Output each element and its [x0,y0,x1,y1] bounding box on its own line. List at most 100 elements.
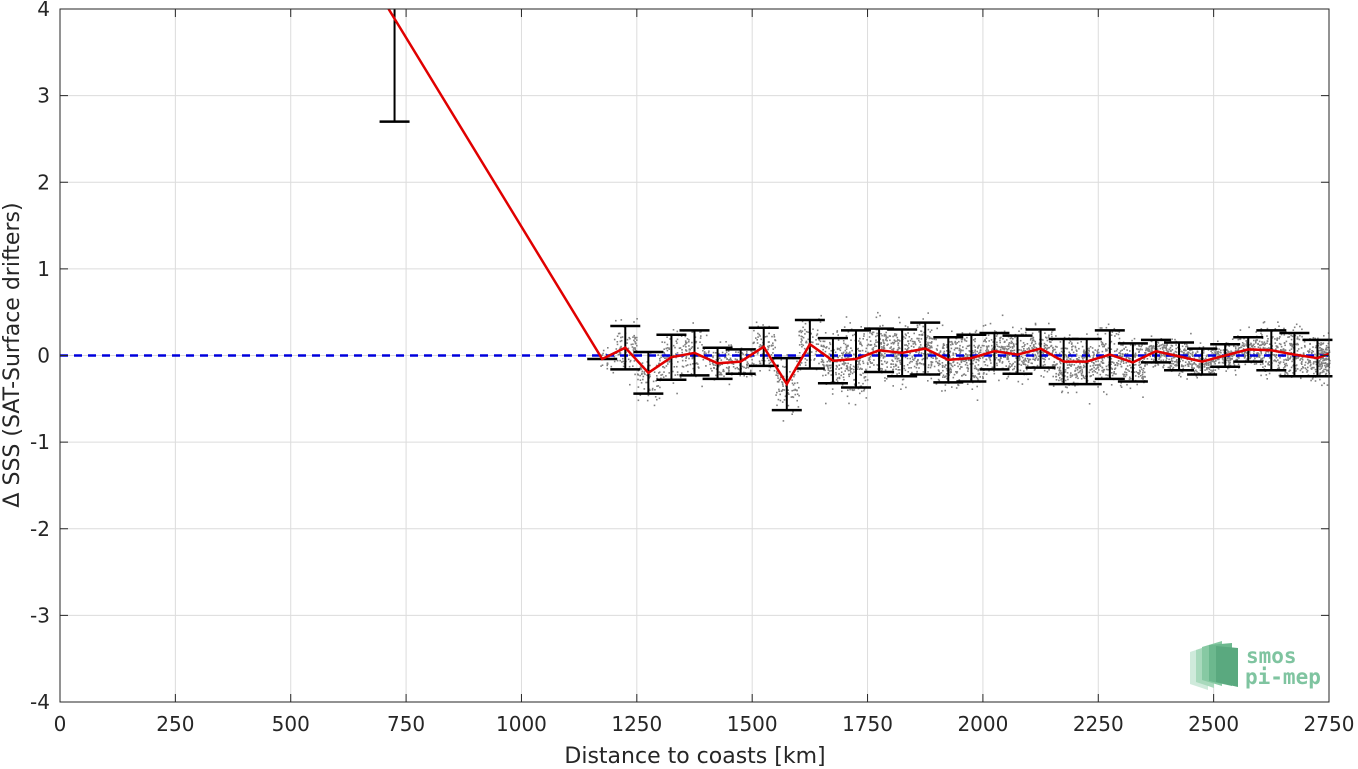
scatter-point [1061,390,1064,393]
scatter-point [842,351,845,354]
scatter-point [1290,348,1293,350]
scatter-point [972,352,975,354]
scatter-point [1087,352,1090,354]
scatter-point [875,316,878,319]
scatter-point [1231,358,1233,360]
scatter-point [956,362,959,364]
scatter-point [800,331,803,334]
scatter-point [725,366,728,369]
scatter-point [654,396,657,398]
scatter-point [1114,350,1116,353]
scatter-point [868,356,871,359]
scatter-point [1170,362,1173,365]
scatter-point [856,360,859,362]
scatter-point [768,341,770,343]
scatter-point [722,370,724,373]
scatter-point [676,342,678,344]
scatter-point [1175,351,1178,353]
scatter-point [658,372,660,374]
scatter-point [921,333,924,336]
scatter-point [805,330,808,333]
scatter-point [703,352,706,355]
scatter-point [629,383,631,386]
scatter-point [874,345,876,347]
scatter-point [728,369,730,371]
scatter-point [1135,371,1138,373]
scatter-point [964,374,967,376]
scatter-point [807,352,810,355]
scatter-point [906,357,909,360]
scatter-point [601,364,604,366]
scatter-point [960,338,963,341]
scatter-point [1205,363,1208,365]
scatter-point [1295,343,1297,345]
y-tick-label: -3 [30,603,50,627]
scatter-point [1137,348,1139,351]
scatter-point [920,338,923,340]
scatter-point [1324,366,1327,368]
scatter-point [1296,338,1299,340]
logo-text-smos: smos [1246,644,1297,668]
scatter-point [773,334,775,336]
scatter-point [1256,352,1258,355]
scatter-point [1143,371,1146,374]
scatter-point [968,344,971,347]
scatter-point [1311,350,1313,352]
scatter-point [1081,371,1084,374]
scatter-point [665,365,668,367]
scatter-point [1227,350,1229,352]
scatter-point [1241,342,1244,344]
scatter-point [927,347,930,349]
scatter-point [1230,357,1233,360]
scatter-point [1114,335,1116,337]
scatter-point [848,373,850,376]
scatter-point [863,335,865,337]
scatter-point [1260,351,1262,354]
scatter-point [937,362,939,365]
scatter-point [927,343,929,345]
scatter-point [866,344,869,347]
scatter-point [619,352,622,354]
scatter-point [897,366,900,368]
scatter-point [1074,373,1076,376]
scatter-point [1023,370,1025,372]
scatter-point [887,343,889,346]
scatter-point [1026,357,1029,360]
scatter-point [1102,343,1105,346]
scatter-point [781,388,784,391]
scatter-point [1048,354,1050,356]
scatter-point [880,367,882,370]
scatter-point [816,329,819,332]
scatter-point [703,351,706,353]
scatter-point [1157,342,1160,344]
scatter-point [1185,349,1187,352]
scatter-point [1179,360,1181,363]
scatter-point [1299,359,1301,361]
scatter-point [1309,360,1311,362]
scatter-point [659,386,661,389]
scatter-point [864,376,867,378]
scatter-point [875,339,877,341]
scatter-point [861,390,863,393]
scatter-point [971,350,974,352]
scatter-point [1021,360,1023,363]
scatter-point [843,363,845,366]
scatter-point [838,376,841,379]
scatter-point [966,383,969,385]
scatter-point [845,335,848,337]
scatter-point [1105,343,1107,345]
scatter-point [1278,337,1280,340]
scatter-point [1121,353,1124,355]
scatter-point [1206,367,1208,370]
scatter-point [969,359,971,362]
scatter-point [751,362,754,364]
scatter-point [1319,365,1321,368]
scatter-point [1215,353,1217,356]
scatter-point [1189,349,1191,351]
scatter-point [1325,358,1327,361]
scatter-point [791,413,793,415]
scatter-point [1309,365,1312,367]
scatter-point [791,379,793,381]
scatter-point [776,391,778,394]
scatter-point [663,371,665,373]
